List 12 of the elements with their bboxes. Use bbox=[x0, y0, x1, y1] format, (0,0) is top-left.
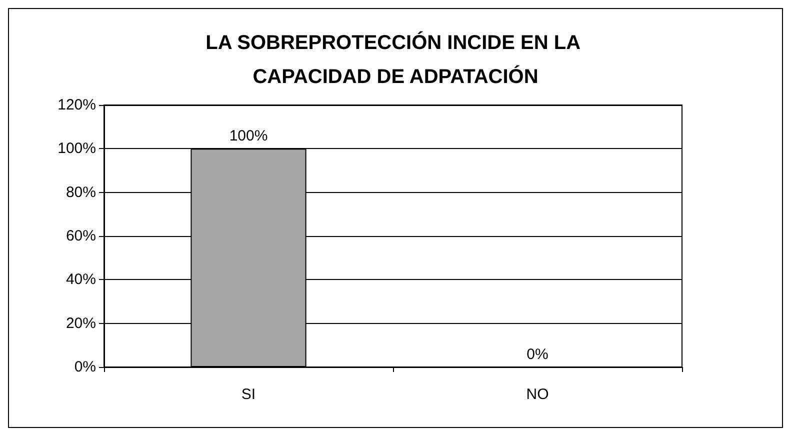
data-label: 0% bbox=[526, 346, 548, 363]
y-tick-label: 60% bbox=[66, 228, 96, 244]
y-tick-label: 80% bbox=[66, 184, 96, 201]
data-label: 100% bbox=[229, 128, 268, 145]
y-tick-label: 0% bbox=[74, 358, 96, 376]
chart-title: LA SOBREPROTECCIÓN INCIDE EN LA CAPACIDAD DE ADPATACIÓN bbox=[206, 31, 586, 88]
y-tick-label: 100% bbox=[58, 140, 96, 158]
x-tick-label: SI bbox=[241, 386, 256, 403]
y-tick-label: 20% bbox=[66, 314, 96, 332]
y-tick-label: 120% bbox=[58, 96, 96, 114]
x-tick-label: NO bbox=[526, 386, 549, 403]
y-tick-label: 40% bbox=[66, 271, 96, 288]
